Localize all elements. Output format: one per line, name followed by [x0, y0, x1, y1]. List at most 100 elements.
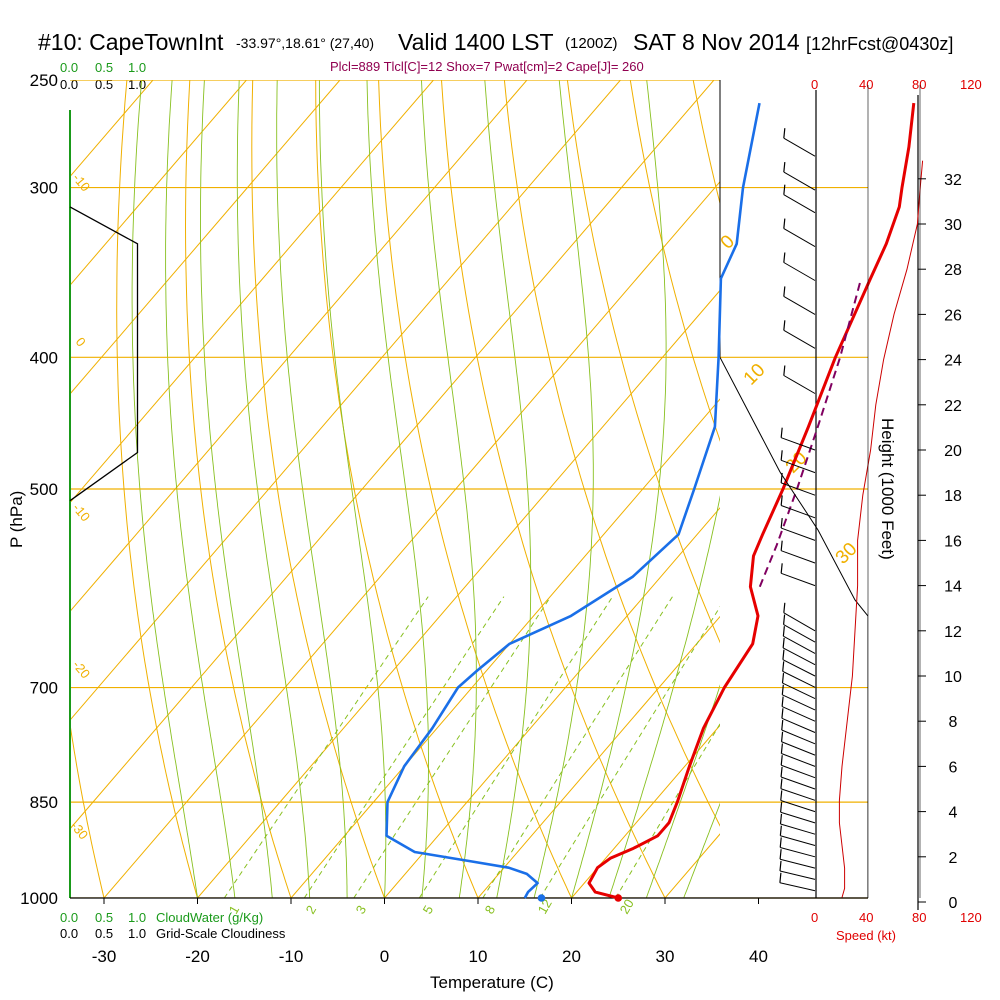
wind-barb	[781, 729, 816, 745]
cloud-scale-bottom: 0.0 0.5 1.0 CloudWater (g/Kg) 0.0 0.5 1.…	[60, 910, 286, 941]
wind-barb-flag	[782, 661, 785, 672]
speed-bottom-3: 120	[960, 910, 982, 925]
mixing-ratio-label: 12	[535, 896, 555, 916]
cloudiness-label: Grid-Scale Cloudiness	[156, 926, 286, 941]
wind-barb	[780, 776, 816, 790]
moist-adiabat-line	[683, 802, 720, 898]
speed-bottom-1: 40	[859, 910, 873, 925]
wind-barb	[783, 194, 816, 214]
dewpoint-line	[385, 102, 761, 899]
dry-adiabat-line	[0, 80, 11, 898]
isotherm-line	[70, 80, 247, 286]
mixing-ratio-line	[223, 596, 429, 898]
wind-barb-flag	[781, 696, 784, 707]
wind-barb	[781, 437, 816, 451]
height-tick-label: 26	[944, 307, 962, 324]
height-tick-label: 20	[944, 443, 962, 460]
dry-adiabat-label: 0	[73, 334, 89, 349]
x-tick-label: -20	[185, 947, 210, 966]
cloud-black-top-2: 1.0	[128, 77, 146, 92]
wind-barb-flag	[781, 684, 784, 695]
wind-barb	[781, 741, 816, 756]
moist-adiabat-line	[165, 80, 236, 898]
dry-adiabat-line	[503, 80, 720, 827]
moist-adiabat-line	[276, 80, 348, 898]
isotherm-line	[70, 80, 341, 395]
wind-barb	[779, 882, 816, 892]
cloud-black-bottom-1: 0.5	[95, 926, 113, 941]
wind-barb-flag	[779, 837, 782, 848]
dry-adiabat-line	[315, 80, 479, 898]
wind-barb	[781, 764, 816, 779]
speed-top-3: 120	[960, 77, 982, 92]
wind-barb	[781, 527, 816, 541]
wind-barb-flag	[780, 427, 783, 438]
cloud-green-bottom-0: 0.0	[60, 910, 78, 925]
dry-adiabat-label: -20	[70, 657, 94, 681]
dry-adiabat-label: -10	[70, 170, 94, 194]
wind-barb	[779, 870, 816, 880]
plot-clip-group	[0, 80, 720, 898]
wind-barb-flag	[783, 320, 786, 331]
mixing-ratio-label: 2	[303, 903, 320, 917]
moist-adiabat-line	[484, 80, 532, 898]
surface-temp-dot	[614, 894, 623, 902]
cloud-green-bottom-2: 1.0	[128, 910, 146, 925]
wind-barb	[781, 459, 816, 474]
speed-top-1: 40	[859, 77, 873, 92]
moist-adiabat-line	[236, 80, 311, 898]
station-coords: -33.97°,18.61° (27,40)	[236, 35, 374, 51]
wind-barb-flag	[782, 637, 785, 648]
wind-barb-flag	[780, 802, 783, 813]
x-tick-label: 40	[749, 947, 768, 966]
mixing-ratio-line	[539, 605, 720, 898]
cloud-black-top-0: 0.0	[60, 77, 78, 92]
wind-barb-flag	[782, 614, 786, 625]
height-tick-label: 18	[944, 488, 962, 505]
zulu-time: (1200Z)	[565, 35, 618, 52]
cloud-green-top-0: 0.0	[60, 60, 78, 75]
wind-barb	[783, 171, 816, 191]
wind-barb-flag	[780, 790, 783, 801]
wind-barb-flag	[782, 626, 785, 637]
wind-barb	[781, 717, 816, 733]
wind-barb	[782, 682, 816, 700]
x-tick-label: -30	[92, 947, 117, 966]
wind-clip-group	[720, 357, 868, 898]
x-axis-label: Temperature (C)	[430, 973, 554, 992]
wind-barb	[783, 375, 816, 394]
cloud-cover-line	[69, 206, 139, 502]
wind-barb-flag	[781, 708, 784, 719]
cloud-green-top-1: 0.5	[95, 60, 113, 75]
wind-barb	[781, 482, 816, 496]
wind-barb-flag	[780, 766, 783, 778]
mixing-ratio-label: 5	[420, 903, 437, 917]
cloud-black-bottom-0: 0.0	[60, 926, 78, 941]
dry-adiabat-label: -10	[70, 500, 94, 524]
moist-adiabat-line	[131, 80, 198, 898]
pressure-tick-label: 500	[30, 480, 58, 499]
cloud-black-bottom-2: 1.0	[128, 926, 146, 941]
wind-barb-flag	[783, 286, 786, 297]
pressure-tick-label: 300	[30, 179, 58, 198]
cloud-profile	[69, 206, 139, 502]
dry-adiabat-line	[441, 80, 666, 898]
wind-speed-line	[838, 160, 924, 898]
wind-barb-flag	[780, 518, 783, 529]
height-tick-label: 0	[949, 895, 958, 912]
wind-barb	[783, 624, 816, 643]
pressure-tick-label: 400	[30, 348, 58, 367]
moist-adiabat-line	[533, 80, 594, 898]
forecast-info: [12hrFcst@0430z]	[806, 34, 953, 54]
wind-barb-flag	[781, 719, 784, 731]
wind-barb	[783, 262, 816, 281]
height-tick-label: 10	[944, 669, 962, 686]
moist-adiabat-label: 10	[740, 360, 770, 390]
wind-barb-flag	[779, 849, 782, 860]
height-tick-label: 24	[944, 353, 962, 370]
mixing-ratio-label: 3	[353, 903, 370, 917]
wind-barb-flag	[779, 872, 782, 883]
height-axis-label: Height (1000 Feet)	[878, 418, 897, 560]
moist-adiabat-line	[645, 684, 720, 898]
cloud-green-top-2: 1.0	[128, 60, 146, 75]
